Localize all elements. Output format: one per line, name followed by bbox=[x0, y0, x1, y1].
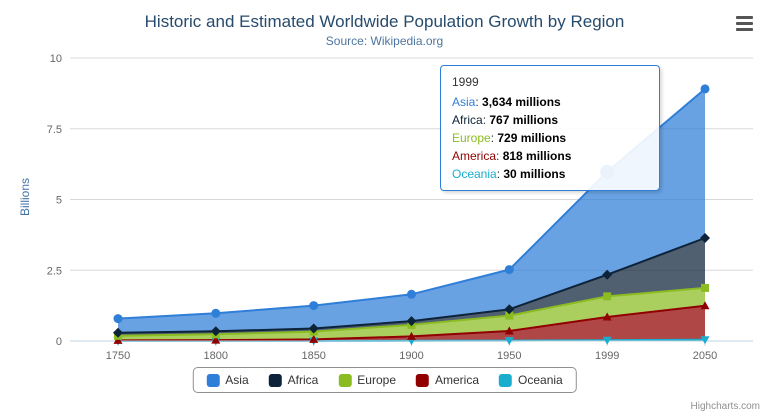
tooltip-header: 1999 bbox=[452, 75, 479, 89]
marker-africa-1800[interactable] bbox=[210, 326, 221, 337]
legend-symbol-africa bbox=[268, 373, 282, 387]
area-america[interactable] bbox=[118, 305, 705, 341]
legend-item-oceania[interactable]: Oceania bbox=[499, 373, 563, 387]
marker-africa-1900[interactable] bbox=[406, 316, 417, 327]
legend-label: Oceania bbox=[518, 373, 563, 387]
marker-asia-1950[interactable] bbox=[504, 265, 514, 275]
legend-item-europe[interactable]: Europe bbox=[338, 373, 396, 387]
chart-context-menu-button[interactable] bbox=[733, 13, 756, 34]
marker-asia-2050[interactable] bbox=[700, 84, 710, 94]
hamburger-icon bbox=[736, 16, 753, 31]
tooltip-row-africa: Africa: 767 millions bbox=[452, 113, 559, 127]
marker-america-1900[interactable] bbox=[407, 331, 416, 340]
tooltip-row-america: America: 818 millions bbox=[452, 149, 572, 163]
legend-item-africa[interactable]: Africa bbox=[268, 373, 319, 387]
marker-asia-1900[interactable] bbox=[407, 289, 416, 299]
legend-symbol-asia bbox=[206, 373, 220, 387]
marker-europe-2050[interactable] bbox=[701, 283, 709, 292]
legend-item-asia[interactable]: Asia bbox=[206, 373, 249, 387]
legend-label: Europe bbox=[357, 373, 397, 387]
marker-america-1999[interactable] bbox=[602, 312, 612, 321]
legend-item-america[interactable]: America bbox=[416, 373, 479, 387]
marker-africa-2050[interactable] bbox=[700, 233, 710, 243]
x-tick-label: 1800 bbox=[204, 350, 228, 362]
marker-america-1800[interactable] bbox=[211, 335, 221, 344]
y-tick-label: 2.5 bbox=[47, 265, 62, 277]
legend-label: Asia bbox=[225, 373, 249, 387]
credits-link[interactable]: Highcharts.com bbox=[690, 401, 760, 412]
y-tick-label: 7.5 bbox=[47, 124, 62, 136]
legend-symbol-europe bbox=[338, 373, 352, 387]
marker-america-1850[interactable] bbox=[309, 334, 319, 343]
x-tick-label: 1850 bbox=[301, 350, 325, 362]
legend-symbol-oceania bbox=[499, 373, 513, 387]
y-axis-title: Billions bbox=[18, 178, 32, 217]
marker-europe-1999[interactable] bbox=[603, 292, 612, 301]
legend: Asia Africa Europe America Oceania bbox=[192, 367, 577, 393]
marker-america-1750[interactable] bbox=[113, 335, 123, 344]
y-tick-label: 5 bbox=[56, 195, 62, 207]
tooltip-row-europe: Europe: 729 millions bbox=[452, 131, 567, 145]
y-tick-label: 10 bbox=[50, 53, 62, 65]
chart-subtitle: Source: Wikipedia.org bbox=[325, 34, 444, 48]
marker-oceania-1950[interactable] bbox=[504, 337, 514, 346]
marker-oceania-1999[interactable] bbox=[602, 336, 612, 345]
area-africa[interactable] bbox=[118, 238, 705, 336]
marker-europe-1950[interactable] bbox=[505, 311, 514, 320]
tooltip-row-asia: Asia: 3,634 millions bbox=[452, 95, 561, 109]
marker-asia-1850[interactable] bbox=[309, 301, 319, 311]
marker-asia-1750[interactable] bbox=[113, 314, 123, 324]
x-tick-label: 1950 bbox=[497, 350, 521, 362]
area-asia[interactable] bbox=[118, 88, 705, 333]
tooltip-row-oceania: Oceania: 30 millions bbox=[452, 167, 566, 181]
marker-africa-1750[interactable] bbox=[113, 327, 123, 338]
marker-america-2050[interactable] bbox=[700, 301, 710, 310]
legend-label: Africa bbox=[287, 373, 319, 387]
x-tick-label: 1900 bbox=[399, 350, 423, 362]
marker-africa-1999[interactable] bbox=[602, 269, 613, 280]
tooltip-rows: Asia: 3,634 millions Africa: 767 millions… bbox=[452, 93, 648, 183]
tooltip: 1999 Asia: 3,634 millions Africa: 767 mil… bbox=[440, 65, 660, 191]
marker-america-1950[interactable] bbox=[504, 326, 514, 335]
chart-title: Historic and Estimated Worldwide Populat… bbox=[144, 12, 625, 31]
marker-asia-1800[interactable] bbox=[211, 308, 221, 318]
x-tick-label: 1750 bbox=[106, 350, 130, 362]
marker-africa-1850[interactable] bbox=[308, 323, 319, 334]
legend-label: America bbox=[435, 373, 480, 387]
legend-symbol-america bbox=[416, 373, 430, 387]
marker-oceania-2050[interactable] bbox=[700, 336, 710, 345]
y-tick-label: 0 bbox=[56, 336, 62, 348]
marker-africa-1950[interactable] bbox=[504, 304, 515, 315]
x-tick-label: 2050 bbox=[693, 350, 717, 362]
x-tick-label: 1999 bbox=[595, 350, 619, 362]
